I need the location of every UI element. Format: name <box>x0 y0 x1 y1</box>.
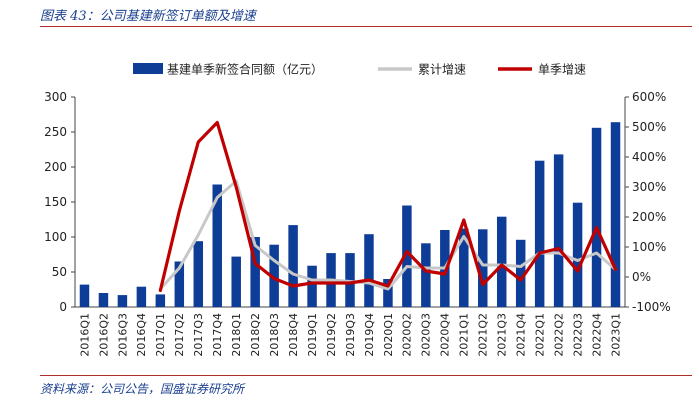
bar <box>79 284 90 307</box>
x-tick-label: 2018Q4 <box>287 313 300 357</box>
x-tick-label: 2021Q1 <box>458 313 471 357</box>
bar <box>534 160 545 307</box>
x-tick-label: 2022Q3 <box>571 313 584 357</box>
right-tick-label: -100% <box>632 300 671 314</box>
x-tick-label: 2017Q2 <box>173 313 186 357</box>
bar <box>174 261 185 307</box>
x-tick-label: 2016Q4 <box>135 313 148 357</box>
legend-cumulative-label: 累计增速 <box>418 63 466 77</box>
right-tick-label: 200% <box>632 210 666 224</box>
x-tick-label: 2020Q3 <box>420 313 433 357</box>
bar <box>250 237 260 307</box>
x-tick-label: 2016Q1 <box>78 313 91 357</box>
right-tick-label: 0% <box>632 270 651 284</box>
x-tick-label: 2022Q4 <box>590 313 603 357</box>
bar <box>421 243 431 307</box>
x-tick-label: 2016Q3 <box>116 313 129 357</box>
x-tick-label: 2018Q2 <box>249 313 262 357</box>
legend-quarterly-label: 单季增速 <box>538 63 586 77</box>
bar <box>572 202 583 307</box>
figure-title: 图表 43：公司基建新签订单额及增速 <box>40 9 256 24</box>
x-tick-label: 2020Q4 <box>439 313 452 357</box>
left-tick-label: 150 <box>44 195 67 209</box>
x-tick-label: 2021Q4 <box>515 313 528 357</box>
x-tick-label: 2016Q2 <box>97 313 110 357</box>
left-tick-label: 300 <box>44 90 67 104</box>
x-tick-label: 2019Q2 <box>325 313 338 357</box>
bar <box>136 286 147 307</box>
bar <box>515 239 526 307</box>
right-tick-label: 100% <box>632 240 666 254</box>
right-tick-label: 600% <box>632 90 666 104</box>
left-tick-label: 50 <box>52 265 67 279</box>
bottom-rule <box>40 375 692 376</box>
bar <box>231 256 241 307</box>
bar <box>155 294 166 307</box>
right-tick-label: 300% <box>632 180 666 194</box>
right-tick-label: 500% <box>632 120 666 134</box>
x-tick-label: 2019Q1 <box>306 313 319 357</box>
chart-axes: 0 50 100 150 200 250 300 -100% 0% 100% 200% 300% 400… <box>44 90 671 357</box>
bar <box>288 225 298 307</box>
x-tick-label: 2020Q2 <box>401 313 414 357</box>
legend-bar-label: 基建单季新签合同额（亿元） <box>167 62 323 77</box>
source-note: 资料来源：公司公告，国盛证券研究所 <box>40 382 245 396</box>
bar <box>383 279 393 307</box>
bar <box>364 234 374 307</box>
cumulative-growth-line <box>158 179 618 291</box>
x-tick-label: 2017Q3 <box>192 313 205 357</box>
left-tick-label: 0 <box>59 300 67 314</box>
bar <box>553 154 564 307</box>
bar <box>98 293 109 307</box>
bar <box>496 216 507 307</box>
left-tick-label: 250 <box>44 125 67 139</box>
right-tick-label: 400% <box>632 150 666 164</box>
x-tick-label: 2018Q3 <box>268 313 281 357</box>
bar <box>610 122 621 307</box>
x-tick-label: 2022Q1 <box>534 313 547 357</box>
bar <box>307 265 317 307</box>
x-tick-label: 2017Q1 <box>154 313 167 357</box>
x-tick-label: 2018Q1 <box>230 313 243 357</box>
bar <box>212 184 222 307</box>
x-tick-label: 2019Q4 <box>363 313 376 357</box>
x-tick-label: 2022Q2 <box>552 313 565 357</box>
bar-series <box>79 122 621 307</box>
x-tick-label: 2023Q1 <box>609 313 622 357</box>
bar <box>459 228 469 307</box>
bar <box>117 295 128 307</box>
line-series <box>158 120 618 293</box>
x-tick-label: 2021Q2 <box>477 313 490 357</box>
x-tick-label: 2017Q4 <box>211 313 224 357</box>
top-rule <box>40 26 692 27</box>
left-tick-label: 200 <box>44 160 67 174</box>
bar <box>591 127 602 307</box>
bar <box>478 229 488 307</box>
left-tick-label: 100 <box>44 230 67 244</box>
legend: 基建单季新签合同额（亿元） 累计增速 单季增速 <box>133 62 586 77</box>
bar <box>193 241 204 307</box>
x-tick-label: 2019Q3 <box>344 313 357 357</box>
x-tick-label: 2020Q1 <box>382 313 395 357</box>
legend-bar-swatch <box>133 63 163 74</box>
quarterly-growth-line <box>158 120 618 293</box>
bar <box>402 205 412 307</box>
x-tick-label: 2021Q3 <box>496 313 509 357</box>
bar <box>269 244 279 307</box>
